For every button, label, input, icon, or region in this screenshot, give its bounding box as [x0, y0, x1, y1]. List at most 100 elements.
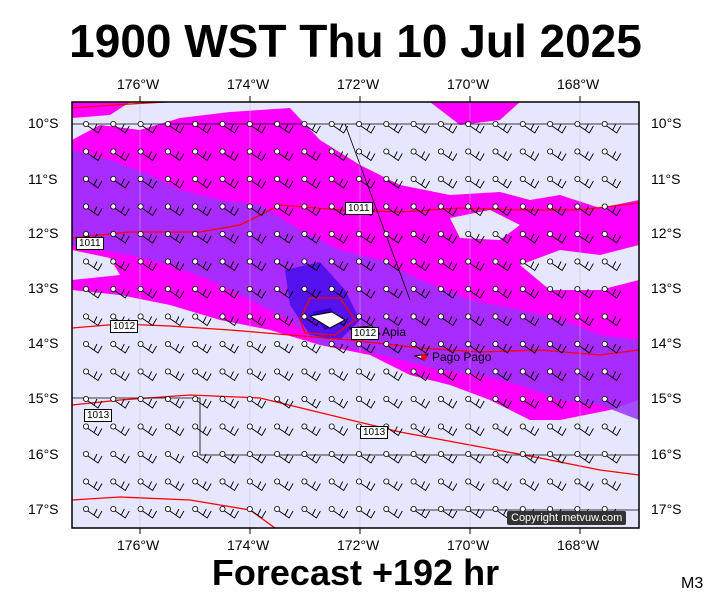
- wind-barb: [355, 285, 376, 299]
- wind-barb: [301, 340, 321, 354]
- wind-barb: [301, 203, 321, 217]
- lon-label-bottom-4: 170°W: [447, 537, 490, 553]
- wind-barb: [574, 148, 594, 162]
- wind-barb: [246, 505, 267, 519]
- wind-barb: [492, 478, 512, 492]
- wind-barb: [328, 505, 349, 519]
- wind-barb: [355, 313, 376, 327]
- wind-barb: [110, 230, 130, 244]
- wind-barb: [137, 230, 157, 244]
- wind-barb: [192, 258, 212, 272]
- isobar-label-1013-west: 1013: [84, 409, 113, 422]
- lat-label-right-4: 13°S: [651, 280, 682, 296]
- wind-barb: [192, 285, 212, 299]
- wind-barb: [519, 230, 540, 244]
- wind-barb: [574, 203, 594, 217]
- wind-barb: [137, 203, 157, 217]
- wind-barb: [83, 258, 103, 272]
- wind-barb: [574, 285, 594, 299]
- wind-barb: [547, 285, 567, 299]
- lon-label-top-5: 168°W: [557, 76, 600, 92]
- wind-barb: [465, 450, 485, 464]
- wind-barb: [492, 313, 512, 327]
- wind-barb: [246, 203, 267, 217]
- wind-barb: [83, 423, 103, 437]
- model-label: M3: [681, 575, 704, 592]
- wind-barb: [274, 395, 294, 409]
- wind-barb: [301, 258, 321, 272]
- wind-barb: [219, 313, 239, 327]
- wind-barb: [164, 340, 185, 354]
- wind-barb: [246, 230, 267, 244]
- wind-barb: [274, 121, 294, 134]
- wind-barb: [328, 450, 349, 464]
- wind-barb: [328, 121, 349, 134]
- isobar-label-1011-west: 1011: [76, 237, 104, 250]
- wind-barb: [301, 148, 321, 162]
- wind-barb: [601, 395, 622, 409]
- lat-label-right-6: 15°S: [651, 390, 682, 406]
- wind-barb: [355, 478, 376, 492]
- wind-barb: [246, 258, 267, 272]
- wind-barb: [110, 121, 130, 134]
- wind-barb: [601, 148, 622, 162]
- wind-barb: [301, 175, 321, 189]
- wind-barb: [437, 203, 458, 217]
- wind-barb: [465, 148, 485, 162]
- wind-barb: [601, 313, 622, 327]
- wind-barb: [137, 450, 157, 464]
- wind-barb: [219, 505, 239, 519]
- wind-barb: [383, 230, 403, 244]
- wind-barb: [110, 258, 130, 272]
- wind-barb: [164, 148, 185, 162]
- wind-barb: [574, 175, 594, 189]
- wind-barb: [492, 395, 512, 409]
- tick-marks: [139, 96, 581, 534]
- lon-label-top-2: 174°W: [227, 76, 270, 92]
- wind-barb: [274, 368, 294, 382]
- wind-barb: [328, 340, 349, 354]
- wind-barb: [110, 478, 130, 492]
- wind-barb: [383, 203, 403, 217]
- wind-barb: [547, 121, 567, 134]
- wind-barb: [219, 203, 239, 217]
- wind-barb: [246, 121, 267, 134]
- wind-barb: [110, 175, 130, 189]
- wind-barb: [83, 121, 103, 134]
- wind-barb: [219, 148, 239, 162]
- wind-barb: [328, 478, 349, 492]
- wind-barb: [301, 423, 321, 437]
- wind-barb: [219, 340, 239, 354]
- wind-barb: [547, 313, 567, 327]
- wind-barb: [465, 230, 485, 244]
- wind-barb: [410, 423, 430, 437]
- wind-barb: [574, 121, 594, 134]
- wind-barb: [219, 450, 239, 464]
- wind-barb: [519, 395, 540, 409]
- wind-barb: [219, 368, 239, 382]
- wind-barb: [274, 175, 294, 189]
- wind-barb: [137, 478, 157, 492]
- wind-barb: [383, 285, 403, 299]
- wind-barb: [192, 450, 212, 464]
- wind-barb: [83, 340, 103, 354]
- wind-barbs: [83, 121, 622, 519]
- wind-barb: [410, 340, 430, 354]
- wind-barb: [465, 285, 485, 299]
- wind-barb: [192, 423, 212, 437]
- wind-barb: [137, 313, 157, 327]
- wind-barb: [547, 478, 567, 492]
- wind-barb: [492, 423, 512, 437]
- wind-barb: [246, 175, 267, 189]
- lon-label-top-1: 176°W: [117, 76, 160, 92]
- wind-barb: [465, 313, 485, 327]
- wind-barb: [547, 450, 567, 464]
- wind-barb: [355, 258, 376, 272]
- lon-label-bottom-1: 176°W: [117, 537, 160, 553]
- wind-barb: [83, 175, 103, 189]
- wind-barb: [355, 175, 376, 189]
- wind-barb: [355, 368, 376, 382]
- wind-barb: [192, 478, 212, 492]
- lon-label-bottom-3: 172°W: [337, 537, 380, 553]
- wind-barb: [192, 505, 212, 519]
